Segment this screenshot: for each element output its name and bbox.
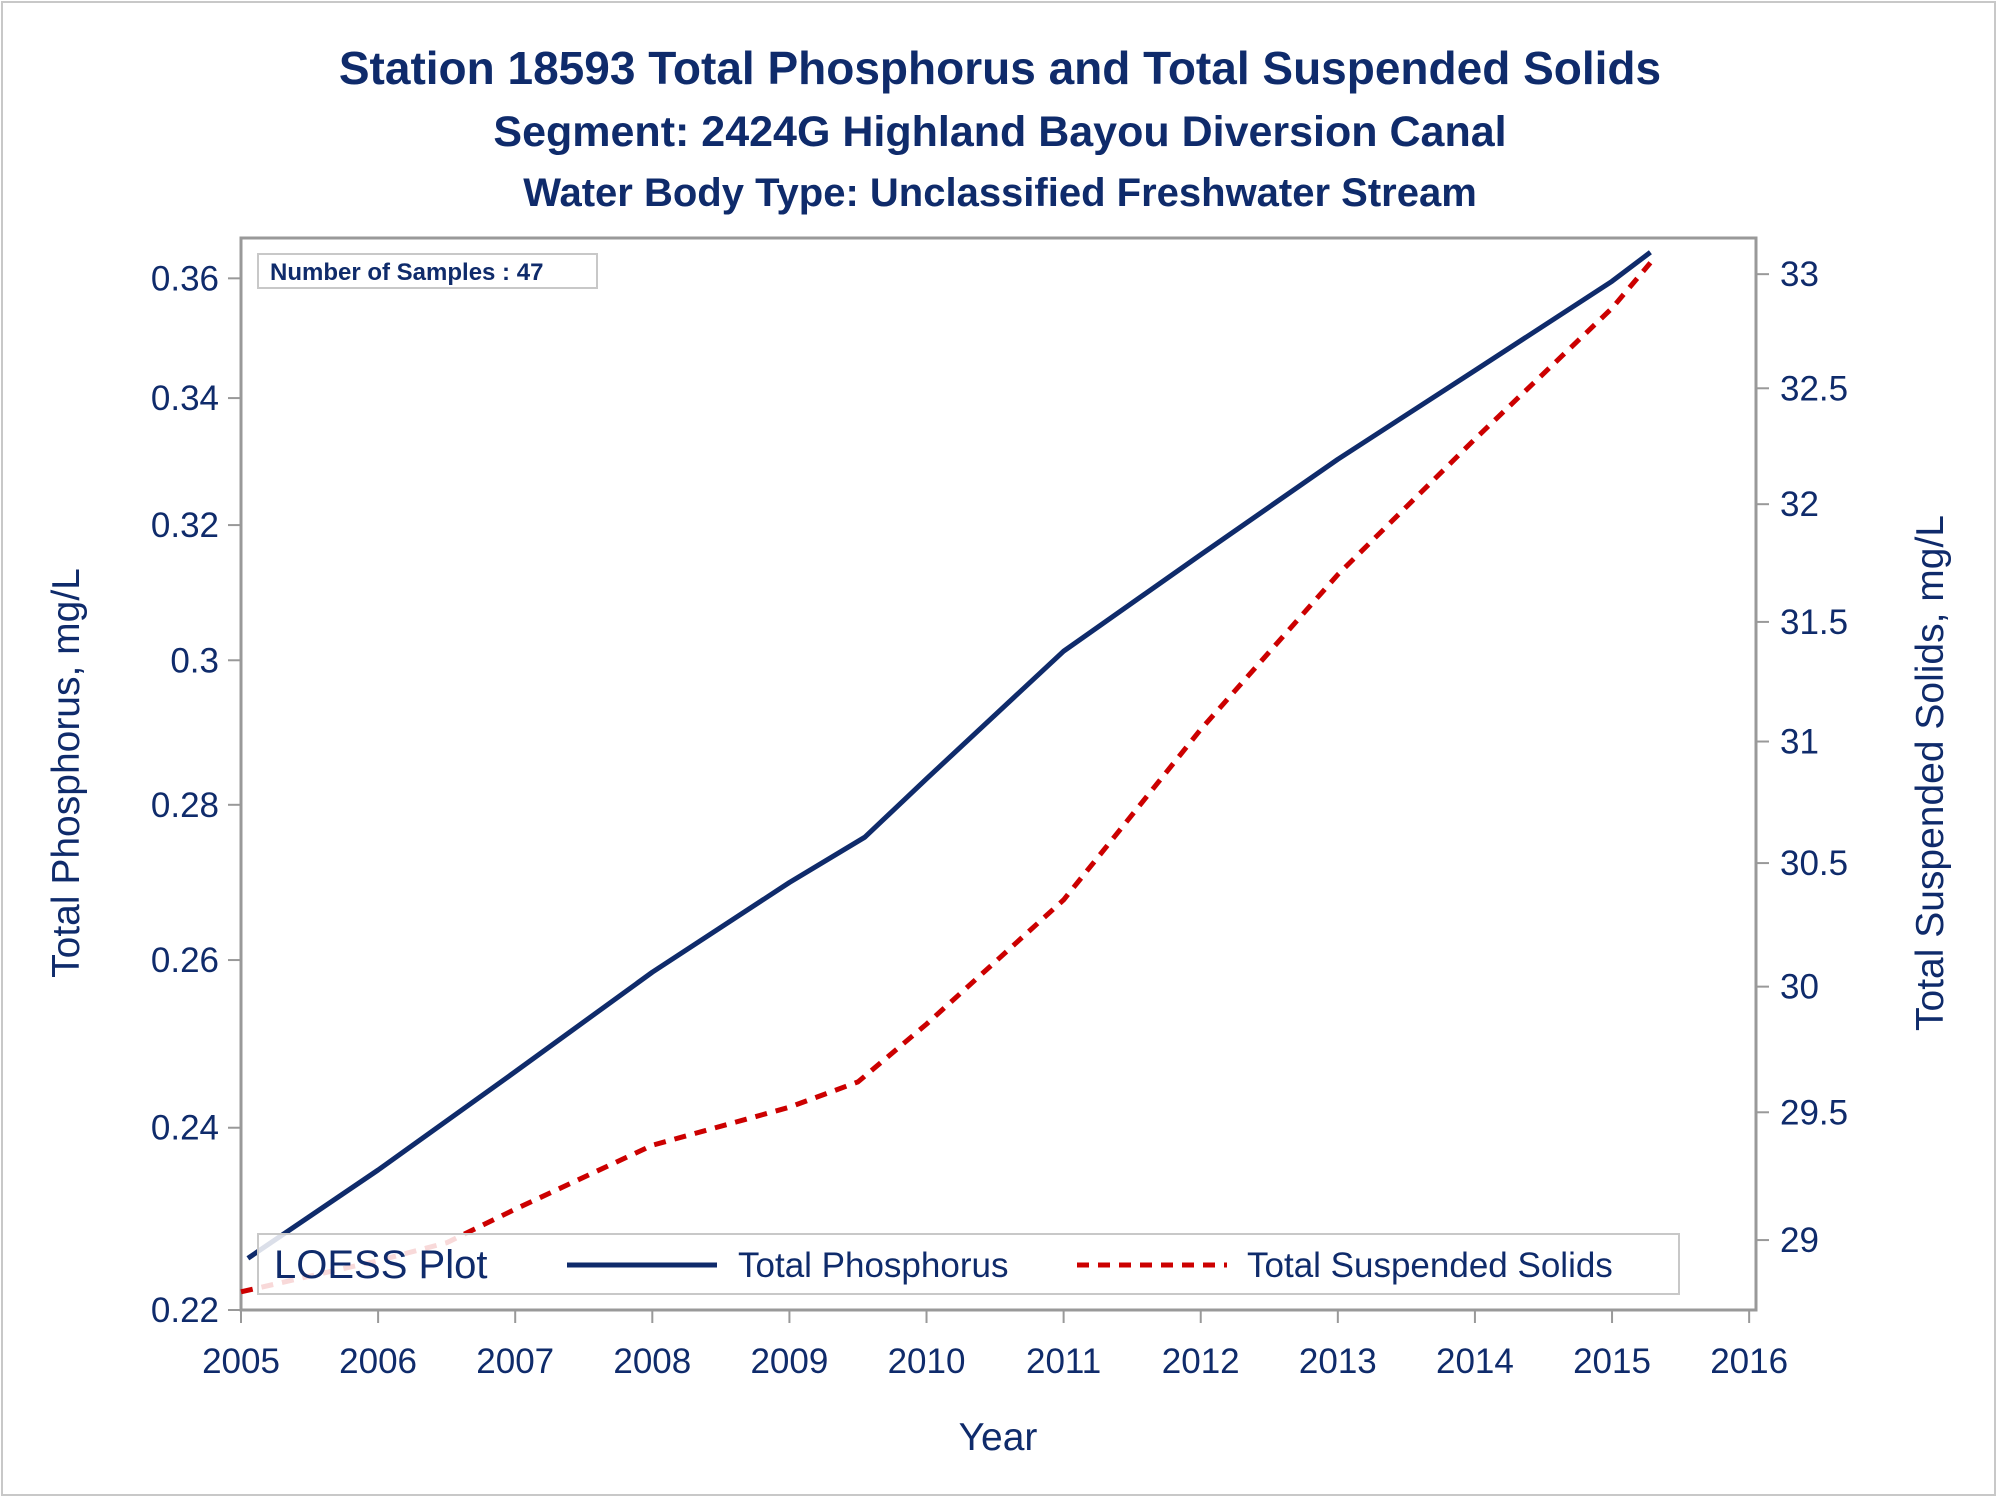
y-tick-label: 0.34 (151, 379, 219, 418)
x-tick-label: 2011 (1026, 1342, 1101, 1381)
sample-count-label: Number of Samples : 47 (270, 259, 543, 286)
y-axis-label: Total Phosphorus, mg/L (45, 568, 88, 978)
chart-subtitle: Segment: 2424G Highland Bayou Diversion … (493, 108, 1506, 156)
x-tick-label: 2008 (613, 1342, 691, 1381)
x-tick-label: 2009 (750, 1342, 828, 1381)
sample-count-box (257, 253, 598, 289)
legend-title: LOESS Plot (274, 1243, 487, 1287)
y-tick-label: 0.36 (151, 259, 219, 298)
y2-tick-label: 30.5 (1780, 844, 1848, 883)
x-tick-label: 2010 (888, 1342, 966, 1381)
y2-axis-label: Total Suspended Solids, mg/L (1909, 515, 1952, 1031)
y2-tick-label: 29.5 (1780, 1093, 1848, 1132)
y2-tick-label: 31 (1780, 723, 1819, 762)
series-lines (240, 250, 1653, 1295)
x-tick-label: 2006 (339, 1342, 417, 1381)
x-tick-label: 2014 (1436, 1342, 1514, 1381)
y-axis-left: 0.22 0.24 0.26 0.28 0.3 0.32 0.34 0.36 (151, 259, 241, 1330)
y-tick-label: 0.28 (151, 786, 219, 825)
x-axis: 2005 2006 2007 2008 2009 2010 2011 2012 2013 2014… (202, 1310, 1788, 1381)
y2-tick-label: 31.5 (1780, 603, 1848, 642)
legend-entry-tss: Total Suspended Solids (1247, 1246, 1613, 1285)
chart-title: Station 18593 Total Phosphorus and Total… (339, 42, 1661, 94)
x-axis-label: Year (959, 1416, 1038, 1459)
y-tick-label: 0.22 (151, 1291, 219, 1330)
y-tick-label: 0.3 (170, 641, 219, 680)
x-tick-label: 2015 (1573, 1342, 1651, 1381)
x-tick-label: 2005 (202, 1342, 280, 1381)
y-tick-label: 0.26 (151, 941, 219, 980)
tss-line (240, 261, 1653, 1295)
legend-box (257, 1233, 1680, 1295)
plot-area (239, 236, 1758, 1312)
legend-entry-phosphorus: Total Phosphorus (738, 1246, 1008, 1285)
y2-tick-label: 29 (1780, 1221, 1819, 1260)
y-tick-label: 0.32 (151, 506, 219, 545)
y-axis-right: 29 29.5 30 30.5 31 31.5 32 32.5 33 (1756, 255, 1848, 1260)
y2-tick-label: 32.5 (1780, 369, 1848, 408)
y2-tick-label: 30 (1780, 968, 1819, 1007)
phosphorus-line (246, 250, 1652, 1261)
x-tick-label: 2016 (1710, 1342, 1788, 1381)
x-tick-label: 2012 (1162, 1342, 1240, 1381)
y2-tick-label: 33 (1780, 255, 1819, 294)
chart-subtitle-2: Water Body Type: Unclassified Freshwater… (523, 171, 1477, 215)
y2-tick-label: 32 (1780, 485, 1819, 524)
x-tick-label: 2007 (476, 1342, 554, 1381)
y-tick-label: 0.24 (151, 1109, 219, 1148)
x-tick-label: 2013 (1299, 1342, 1377, 1381)
